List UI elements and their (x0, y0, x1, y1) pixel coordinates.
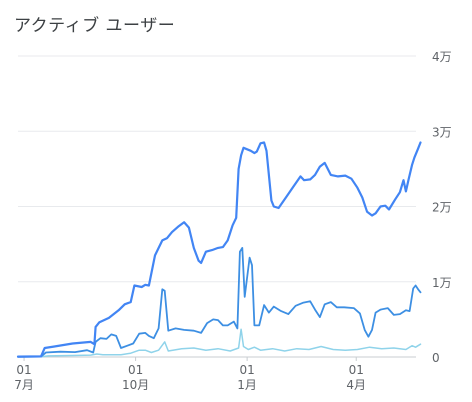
series-line-1 (16, 141, 422, 358)
x-tick-month: 10月 (122, 378, 149, 392)
y-tick-label: 1万 (432, 276, 452, 290)
x-tick-month: 1月 (237, 378, 257, 392)
y-tick-label: 4万 (432, 50, 452, 64)
x-tick-day: 01 (349, 363, 364, 377)
x-tick-day: 01 (16, 363, 31, 377)
y-tick-label: 3万 (432, 125, 452, 139)
x-tick-day: 01 (239, 363, 254, 377)
card-title: アクティブ ユーザー (14, 16, 176, 36)
x-tick-month: 4月 (346, 378, 366, 392)
series-line-3 (17, 328, 422, 358)
series-line-2 (17, 246, 422, 358)
y-tick-label: 0 (432, 351, 440, 365)
x-tick-day: 01 (128, 363, 143, 377)
y-tick-label: 2万 (432, 201, 452, 215)
x-tick-month: 7月 (14, 378, 34, 392)
